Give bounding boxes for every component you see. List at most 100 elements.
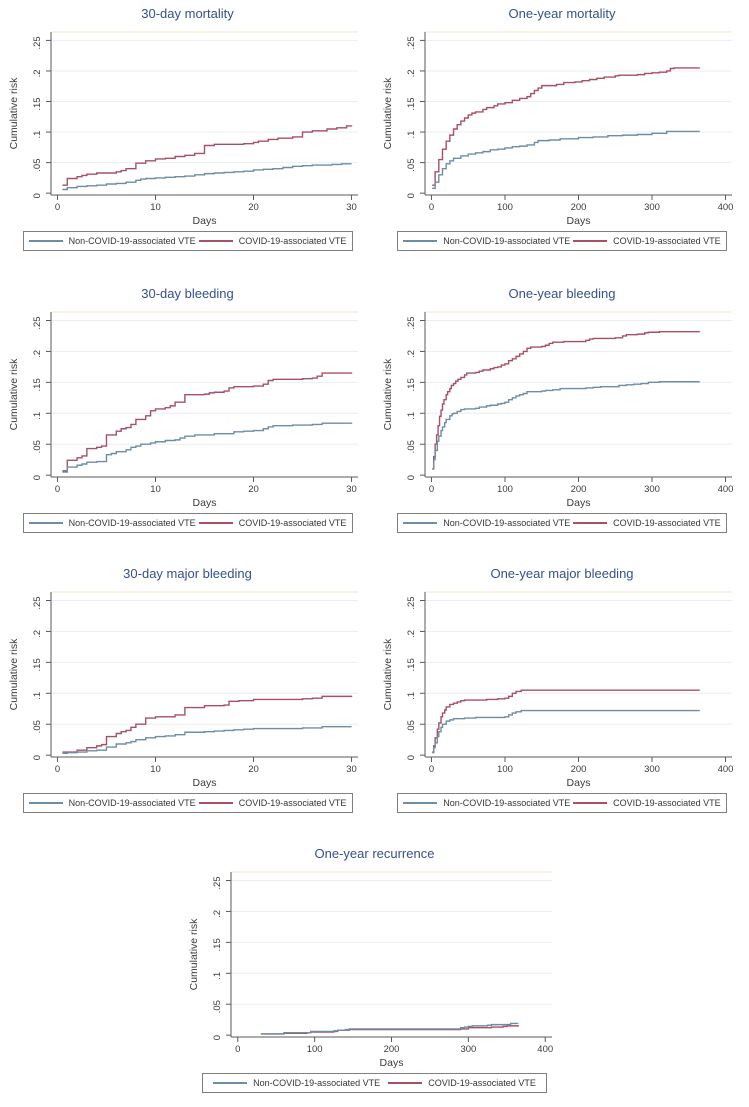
- legend-item-non-covid: Non-COVID-19-associated VTE: [403, 518, 570, 528]
- panel-one-year-recurrence: One-year recurrence 0 .05 .1 .15 .2 .25 0 100 20…: [179, 830, 571, 1107]
- svg-text:20: 20: [248, 484, 259, 495]
- legend-line-swatch-covid: [573, 522, 608, 524]
- legend-item-covid: COVID-19-associated VTE: [388, 1078, 536, 1088]
- legend-label-covid: COVID-19-associated VTE: [238, 798, 347, 808]
- svg-text:.2: .2: [32, 630, 43, 638]
- svg-text:.1: .1: [32, 131, 43, 139]
- svg-text:100: 100: [306, 1044, 322, 1055]
- svg-text:Cumulative risk: Cumulative risk: [382, 638, 394, 711]
- svg-text:.1: .1: [212, 972, 223, 980]
- chart-canvas-one-year-recurrence: 0 .05 .1 .15 .2 .25 0 100 200 300 400 Days Cumulativ…: [188, 871, 553, 1069]
- svg-text:20: 20: [248, 202, 259, 213]
- svg-text:.25: .25: [31, 596, 42, 609]
- chart-canvas-one-year-major-bleeding: 0 .05 .1 .15 .2 .25 0 100 200 300 400 Days Cumulativ…: [382, 591, 733, 789]
- svg-text:.05: .05: [212, 1000, 223, 1013]
- svg-text:400: 400: [718, 202, 734, 213]
- svg-text:200: 200: [571, 484, 587, 495]
- legend-label-covid: COVID-19-associated VTE: [613, 798, 721, 808]
- svg-text:0: 0: [32, 755, 43, 760]
- legend-item-covid: COVID-19-associated VTE: [198, 798, 347, 808]
- svg-text:0: 0: [54, 484, 59, 495]
- svg-text:10: 10: [150, 202, 161, 213]
- legend-line-swatch-covid: [198, 522, 233, 524]
- svg-text:400: 400: [718, 484, 734, 495]
- svg-text:100: 100: [497, 202, 513, 213]
- svg-text:10: 10: [150, 484, 161, 495]
- legend-box: Non-COVID-19-associated VTE COVID-19-ass…: [202, 1073, 547, 1093]
- legend-item-non-covid: Non-COVID-19-associated VTE: [28, 798, 196, 808]
- legend-label-non-covid: Non-COVID-19-associated VTE: [68, 798, 196, 808]
- legend-item-non-covid: Non-COVID-19-associated VTE: [28, 236, 196, 246]
- svg-text:Days: Days: [567, 497, 591, 509]
- legend-line-swatch-covid: [573, 802, 608, 804]
- svg-text:0: 0: [54, 202, 59, 213]
- chart-canvas-30-day-mortality: 0 .05 .1 .15 .2 .25 0 10 20 30 Days Cumulative risk: [8, 31, 358, 227]
- legend-item-covid: COVID-19-associated VTE: [198, 236, 346, 246]
- svg-text:.15: .15: [32, 97, 43, 110]
- panel-one-year-bleeding: One-year bleeding 0 .05 .1 .15 .2 .25 0 100 200 3…: [375, 270, 749, 550]
- legend-box: Non-COVID-19-associated VTE COVID-19-ass…: [397, 231, 727, 251]
- legend-item-non-covid: Non-COVID-19-associated VTE: [213, 1078, 380, 1088]
- legend-label-non-covid: Non-COVID-19-associated VTE: [68, 518, 196, 528]
- svg-text:0: 0: [212, 1035, 223, 1040]
- svg-text:.1: .1: [32, 692, 43, 700]
- svg-text:Cumulative risk: Cumulative risk: [382, 77, 394, 150]
- svg-text:.1: .1: [32, 412, 43, 420]
- legend-label-non-covid: Non-COVID-19-associated VTE: [68, 236, 196, 246]
- legend-item-covid: COVID-19-associated VTE: [573, 236, 721, 246]
- svg-text:200: 200: [383, 1044, 399, 1055]
- svg-text:.05: .05: [32, 440, 43, 453]
- svg-text:.15: .15: [212, 938, 223, 951]
- svg-text:.15: .15: [32, 378, 43, 391]
- svg-text:30: 30: [346, 202, 357, 213]
- svg-text:0: 0: [429, 484, 434, 495]
- legend-label-non-covid: Non-COVID-19-associated VTE: [443, 798, 571, 808]
- svg-text:Cumulative risk: Cumulative risk: [8, 638, 20, 711]
- chart-canvas-one-year-bleeding: 0 .05 .1 .15 .2 .25 0 100 200 300 400 Days Cumulativ…: [382, 311, 734, 509]
- svg-text:300: 300: [644, 484, 660, 495]
- chart-canvas-30-day-major-bleeding: 0 .05 .1 .15 .2 .25 0 10 20 30 Days Cumulative risk: [8, 591, 358, 789]
- svg-text:Days: Days: [567, 777, 591, 789]
- svg-text:Days: Days: [567, 215, 591, 227]
- svg-text:Cumulative risk: Cumulative risk: [8, 358, 20, 431]
- svg-text:300: 300: [644, 202, 660, 213]
- svg-text:30: 30: [346, 764, 357, 775]
- svg-text:.25: .25: [406, 596, 417, 609]
- legend-item-covid: COVID-19-associated VTE: [573, 518, 721, 528]
- svg-text:.05: .05: [406, 159, 417, 172]
- legend-line-swatch-covid: [198, 240, 233, 242]
- legend-item-non-covid: Non-COVID-19-associated VTE: [28, 518, 196, 528]
- chart-canvas-30-day-bleeding: 0 .05 .1 .15 .2 .25 0 10 20 30 Days Cumulative risk: [8, 311, 358, 509]
- legend-item-non-covid: Non-COVID-19-associated VTE: [403, 236, 570, 246]
- legend-box: Non-COVID-19-associated VTE COVID-19-ass…: [22, 513, 353, 533]
- svg-text:Cumulative risk: Cumulative risk: [188, 918, 200, 991]
- legend-line-swatch-non-covid: [403, 522, 438, 524]
- legend-label-covid: COVID-19-associated VTE: [613, 518, 721, 528]
- svg-text:0: 0: [235, 1044, 240, 1055]
- svg-text:Days: Days: [192, 777, 216, 789]
- bottom-row: One-year recurrence 0 .05 .1 .15 .2 .25 0 100 20…: [0, 830, 749, 1107]
- chart-canvas-one-year-mortality: 0 .05 .1 .15 .2 .25 0 100 200 300 400 Days Cumulativ…: [382, 31, 734, 227]
- svg-text:Days: Days: [192, 497, 216, 509]
- svg-text:20: 20: [248, 764, 259, 775]
- panel-30-day-mortality: 30-day mortality 0 .05 .1 .15 .2 .25 0 10 20 30 Da…: [0, 0, 375, 270]
- panel-one-year-major-bleeding: One-year major bleeding 0 .05 .1 .15 .2 .25 0 1…: [375, 550, 749, 830]
- legend-line-swatch-non-covid: [403, 802, 438, 804]
- legend-item-non-covid: Non-COVID-19-associated VTE: [403, 798, 570, 808]
- svg-text:200: 200: [571, 764, 587, 775]
- legend-item-covid: COVID-19-associated VTE: [573, 798, 721, 808]
- legend-label-covid: COVID-19-associated VTE: [613, 236, 721, 246]
- chart-title-30-day-bleeding: 30-day bleeding: [141, 286, 234, 301]
- chart-title-one-year-mortality: One-year mortality: [508, 6, 616, 21]
- svg-text:0: 0: [32, 475, 43, 480]
- panel-30-day-major-bleeding: 30-day major bleeding 0 .05 .1 .15 .2 .25 0 10 2…: [0, 550, 375, 830]
- svg-text:.05: .05: [32, 720, 43, 733]
- svg-text:Cumulative risk: Cumulative risk: [8, 77, 20, 150]
- legend-label-non-covid: Non-COVID-19-associated VTE: [443, 236, 571, 246]
- svg-text:10: 10: [150, 764, 161, 775]
- legend-line-swatch-non-covid: [28, 240, 63, 242]
- chart-title-one-year-bleeding: One-year bleeding: [508, 286, 616, 301]
- svg-text:.15: .15: [406, 658, 417, 671]
- svg-text:.05: .05: [32, 159, 43, 172]
